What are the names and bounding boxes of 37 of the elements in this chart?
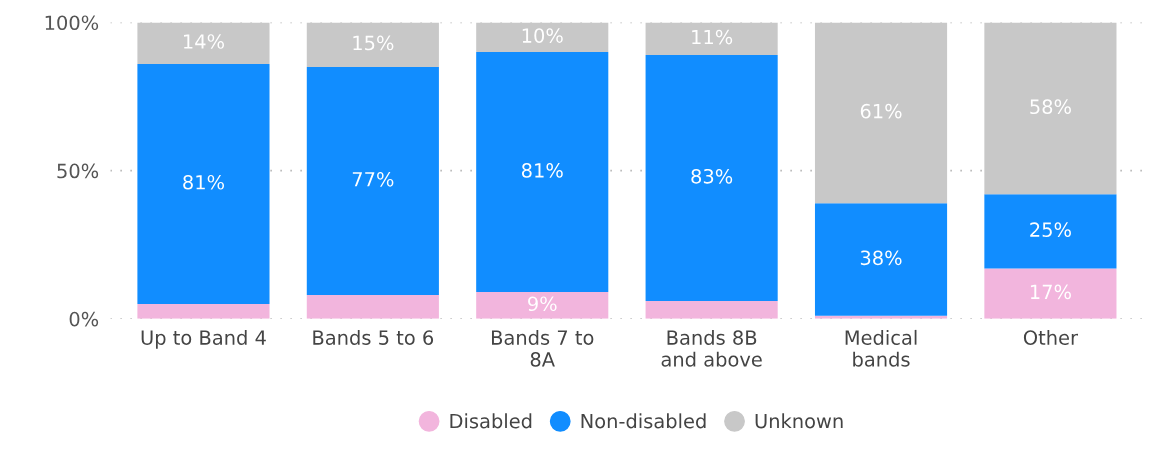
x-tick-label: Medical bands — [845, 329, 917, 367]
x-tick-label: Bands 7 to 8A — [492, 329, 594, 367]
legend-label: Non-disabled — [581, 413, 706, 429]
bar — [306, 22, 439, 67]
legend-label: Disabled — [450, 413, 532, 429]
bar — [306, 295, 439, 319]
bar — [137, 303, 270, 319]
x-tick-label: Bands 5 to 6 — [313, 329, 434, 345]
data-label: 83% — [691, 168, 733, 184]
bar — [306, 66, 439, 296]
bar — [814, 22, 948, 204]
data-label: 9% — [528, 296, 557, 312]
y-tick-label: 0% — [69, 311, 99, 327]
data-label: 25% — [1030, 222, 1071, 238]
x-tick-label: Bands 8B and above — [661, 329, 762, 367]
bar — [476, 292, 609, 319]
bar — [645, 55, 778, 302]
bar — [476, 22, 609, 53]
bar — [476, 52, 609, 293]
bar — [984, 22, 1117, 195]
data-label: 77% — [352, 171, 394, 187]
x-tick-label: Other — [1023, 329, 1079, 345]
bar — [645, 22, 778, 56]
x-tick-label: Up to Band 4 — [141, 329, 266, 349]
data-label: 81% — [183, 174, 224, 190]
y-tick-label: 100% — [45, 15, 99, 31]
data-label: 81% — [521, 163, 563, 178]
y-tick-label: 50% — [57, 163, 99, 179]
bar — [814, 203, 948, 316]
data-label: 17% — [1030, 284, 1071, 300]
bar — [137, 22, 270, 64]
bar — [137, 63, 270, 304]
bar — [984, 268, 1117, 319]
legend-label: Unknown — [755, 413, 843, 429]
data-label: 38% — [860, 250, 902, 266]
bar — [645, 301, 778, 319]
bar — [984, 194, 1117, 269]
